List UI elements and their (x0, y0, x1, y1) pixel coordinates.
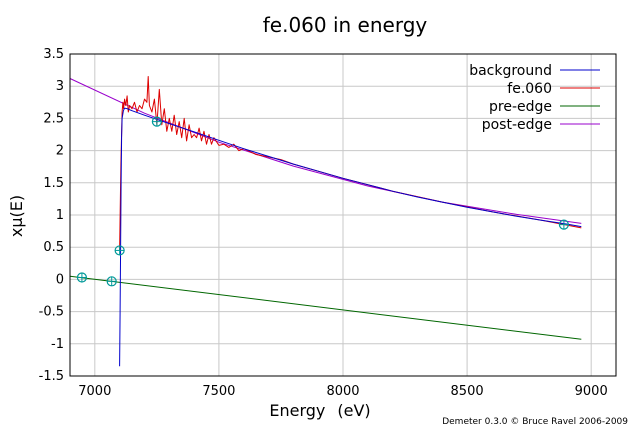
y-tick-label: 0 (56, 272, 64, 287)
y-tick-label: 2.5 (43, 111, 64, 126)
plot-frame (69, 53, 617, 377)
legend-label: background (469, 63, 552, 79)
x-tick-label: 8500 (451, 384, 484, 399)
x-axis-label: Energy (269, 401, 325, 420)
y-axis-title: xμ(E) (7, 195, 26, 237)
y-tick-label: 0.5 (43, 240, 64, 255)
legend-label: post-edge (482, 117, 552, 133)
x-tick-label: 8000 (326, 384, 359, 399)
y-tick-label: 1 (56, 208, 64, 223)
legend-label: pre-edge (489, 99, 552, 115)
y-tick-label: -1 (51, 337, 64, 352)
credit-text: Demeter 0.3.0 © Bruce Ravel 2006-2009 (442, 417, 628, 427)
y-tick-label: 1.5 (43, 176, 64, 191)
series-line-background (119, 107, 582, 367)
y-tick-label: 3 (56, 79, 64, 94)
y-tick-labels: -1.5 -1 -0.5 0 0.5 1 1.5 2 2.5 3 3.5 (39, 47, 64, 384)
x-axis-title: Energy (eV) (269, 401, 370, 420)
y-tick-label: 2 (56, 144, 64, 159)
x-axis-unit: (eV) (337, 401, 370, 420)
x-tick-labels: 7000 7500 8000 8500 9000 (78, 384, 607, 399)
x-tick-label: 9000 (575, 384, 608, 399)
marker-points (76, 116, 569, 287)
series-line-pre-edge (69, 275, 582, 340)
legend: background fe.060 pre-edge post-edge (469, 63, 600, 133)
y-tick-label: -1.5 (39, 369, 64, 384)
x-tick-label: 7500 (202, 384, 235, 399)
y-tick-label: -0.5 (39, 305, 64, 320)
legend-label: fe.060 (507, 81, 552, 97)
series-lines (69, 76, 582, 367)
x-tick-label: 7000 (78, 384, 111, 399)
y-tick-label: 3.5 (43, 47, 64, 62)
chart-title: fe.060 in energy (263, 13, 428, 37)
